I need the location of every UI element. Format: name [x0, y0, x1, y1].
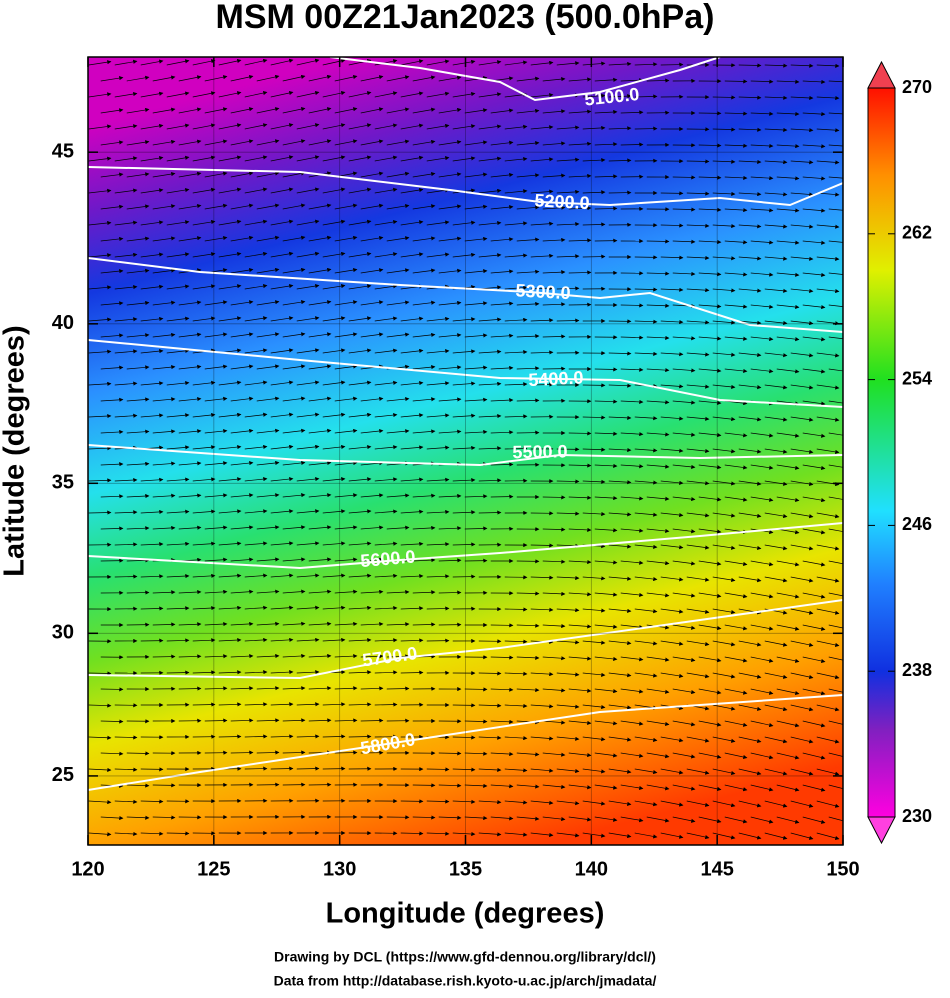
wind-arrow — [843, 513, 865, 517]
footer-source: Data from http://database.rish.kyoto-u.a… — [274, 973, 657, 989]
wind-arrow — [843, 385, 865, 388]
wind-arrow — [843, 161, 865, 163]
wind-arrow — [843, 97, 865, 98]
wind-arrow — [843, 641, 865, 646]
wind-arrow — [843, 833, 865, 839]
wind-arrow — [843, 257, 865, 259]
footer-credit: Drawing by DCL (https://www.gfd-dennou.o… — [274, 949, 656, 965]
contour-label: 5200.0 — [534, 190, 590, 213]
wind-arrow — [843, 737, 865, 742]
x-tick-label: 135 — [449, 858, 482, 880]
colorbar-tick-label: 270 — [902, 77, 932, 97]
wind-arrow — [843, 193, 865, 195]
y-tick-label: 45 — [52, 140, 74, 162]
colorbar-max-arrow — [868, 62, 895, 88]
wind-arrow — [843, 481, 865, 485]
y-tick-label: 40 — [52, 312, 74, 334]
wind-arrow — [843, 225, 865, 227]
contour-label: 5400.0 — [528, 367, 584, 390]
wind-arrow — [843, 673, 865, 678]
colorbar-tick-label: 238 — [902, 660, 932, 680]
wind-arrow — [843, 705, 865, 710]
wind-arrow — [843, 417, 865, 420]
wind-arrow — [843, 769, 865, 775]
y-axis-label: Latitude (degrees) — [0, 325, 31, 576]
wind-arrow — [843, 65, 865, 66]
x-tick-label: 145 — [700, 858, 733, 880]
x-tick-label: 150 — [826, 858, 859, 880]
wind-arrow — [843, 449, 865, 452]
colorbar-tick-label: 230 — [902, 806, 932, 826]
chart-title: MSM 00Z21Jan2023 (500.0hPa) — [216, 0, 715, 36]
y-tick-label: 30 — [52, 622, 74, 644]
colorbar-tick-label: 262 — [902, 223, 932, 243]
colorbar-tick-label: 254 — [902, 368, 932, 388]
wind-arrow — [843, 609, 865, 614]
x-tick-label: 140 — [575, 858, 608, 880]
x-axis-label: Longitude (degrees) — [326, 898, 605, 930]
colorbar-tick-label: 246 — [902, 514, 932, 534]
x-tick-label: 120 — [71, 858, 104, 880]
wind-arrow — [843, 353, 865, 356]
y-tick-label: 35 — [52, 472, 74, 494]
colorbar-min-arrow — [868, 817, 895, 843]
contour-label: 5500.0 — [512, 441, 567, 462]
wind-arrow — [843, 577, 865, 581]
wind-arrow — [843, 545, 865, 549]
wind-arrow — [843, 801, 865, 807]
contour-label: 5300.0 — [515, 280, 571, 303]
wind-arrow — [843, 129, 865, 130]
x-tick-label: 125 — [197, 858, 230, 880]
wind-arrow — [843, 289, 865, 291]
x-tick-label: 130 — [323, 858, 356, 880]
colorbar — [868, 88, 895, 817]
wind-arrow — [843, 321, 865, 324]
y-tick-label: 25 — [52, 764, 74, 786]
